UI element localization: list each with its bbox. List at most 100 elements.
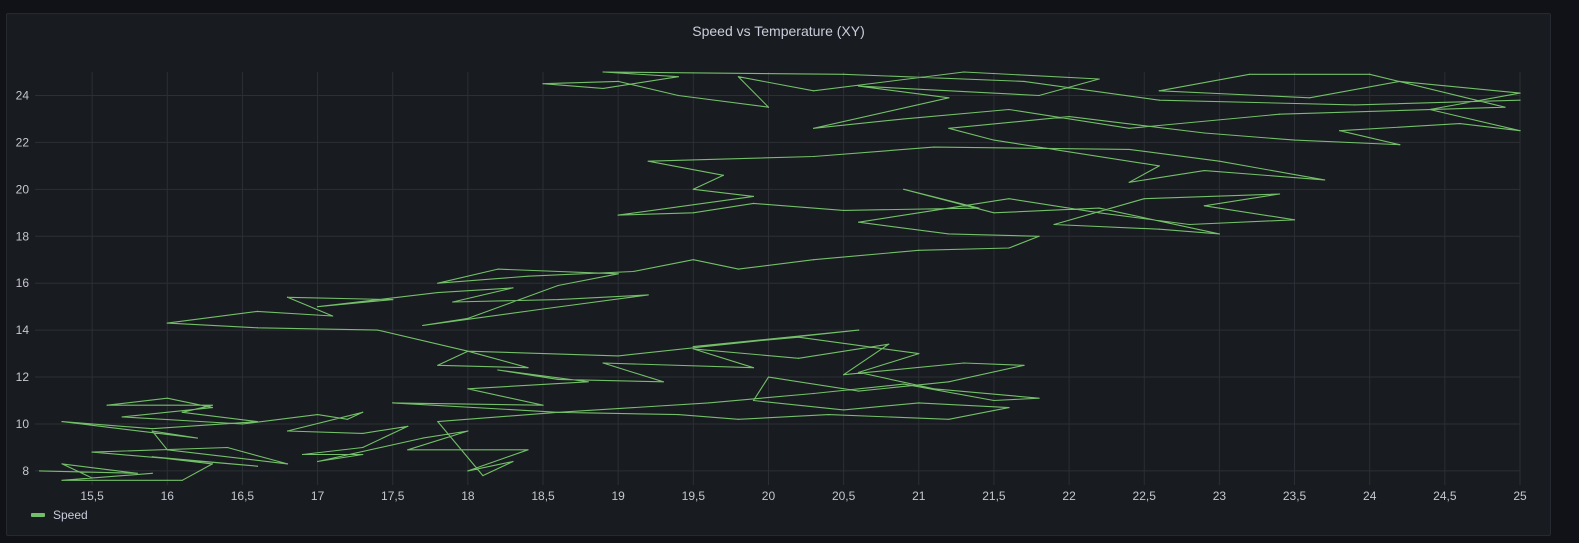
data-point: [602, 87, 604, 90]
data-point: [362, 453, 364, 456]
data-point: [91, 451, 93, 453]
data-point: [647, 160, 649, 162]
data-point: [422, 437, 424, 439]
data-point: [948, 233, 950, 235]
data-point: [692, 212, 694, 214]
data-point: [752, 399, 755, 402]
data-point: [467, 430, 469, 432]
data-point: [557, 411, 559, 413]
data-point: [151, 456, 153, 458]
data-point: [256, 327, 259, 329]
data-point: [437, 282, 439, 284]
grid: [35, 72, 1521, 485]
data-point: [362, 432, 364, 434]
data-point: [767, 106, 770, 108]
data-point: [617, 355, 619, 357]
data-point: [286, 463, 289, 465]
data-point: [1068, 115, 1070, 118]
data-point: [888, 343, 890, 345]
data-point: [963, 362, 965, 364]
data-point: [692, 259, 694, 261]
data-point: [542, 404, 544, 406]
data-point: [617, 273, 619, 275]
data-point: [1023, 80, 1025, 82]
data-point: [286, 430, 289, 432]
data-point: [482, 475, 484, 477]
y-axis: 8 10 12 14 16 18 20 22 24: [16, 88, 30, 477]
data-point: [557, 284, 559, 287]
data-point: [1203, 205, 1205, 207]
data-point: [1218, 160, 1220, 162]
data-point: [106, 404, 108, 406]
data-point: [1248, 73, 1251, 75]
data-point: [211, 406, 213, 409]
data-point: [812, 259, 815, 261]
data-point: [1098, 78, 1100, 80]
data-point: [993, 139, 995, 141]
data-point: [557, 378, 559, 381]
data-point: [918, 402, 920, 404]
data-point: [858, 371, 860, 373]
legend: Speed: [31, 508, 88, 522]
x-axis: 15,5 16 16,5 17 17,5 18 18,5 19 19,5 20 20,5 21 21,5…: [80, 489, 1527, 503]
data-point: [752, 195, 755, 197]
y-tick-label: 8: [22, 464, 29, 478]
data-point: [316, 306, 319, 308]
y-tick-label: 12: [16, 370, 30, 384]
data-point: [166, 449, 168, 451]
x-tick-label: 21: [912, 489, 926, 503]
data-point: [407, 425, 409, 427]
data-point: [316, 460, 319, 463]
data-point: [1143, 198, 1145, 200]
data-point: [993, 212, 995, 214]
data-point: [256, 465, 259, 467]
data-point: [542, 308, 544, 310]
data-point: [677, 414, 679, 416]
data-point: [1158, 99, 1160, 101]
data-point: [211, 404, 213, 406]
data-point: [181, 411, 183, 413]
data-point: [1308, 97, 1311, 99]
data-point: [437, 364, 439, 366]
data-point: [557, 299, 559, 301]
data-point: [692, 188, 694, 190]
data-point: [767, 376, 770, 378]
data-point: [1519, 92, 1521, 94]
data-point: [467, 470, 469, 472]
x-tick-label: 18: [461, 489, 475, 503]
data-point: [1038, 397, 1040, 399]
data-point: [467, 388, 469, 390]
x-tick-label: 16: [161, 489, 175, 503]
data-point: [1354, 104, 1356, 106]
legend-label-speed[interactable]: Speed: [53, 508, 88, 522]
data-point: [1504, 106, 1506, 108]
data-point: [1203, 169, 1205, 172]
data-point: [918, 352, 920, 355]
x-tick-label: 16,5: [231, 489, 255, 503]
data-point: [527, 367, 529, 369]
chart-panel: Speed vs Temperature (XY) 8 10 12 14 16 18 20 2…: [6, 13, 1551, 536]
data-point: [1128, 181, 1130, 183]
data-point: [256, 421, 259, 423]
data-point: [362, 446, 364, 449]
x-tick-label: 15,5: [80, 489, 104, 503]
data-point: [797, 336, 800, 338]
data-point: [467, 350, 469, 352]
series-line-speed[interactable]: [39, 71, 1521, 481]
x-tick-label: 22: [1062, 489, 1076, 503]
data-point: [452, 301, 454, 303]
data-point: [286, 296, 289, 298]
data-point: [1098, 207, 1100, 209]
data-point: [91, 477, 93, 479]
data-point: [166, 397, 168, 399]
data-point: [1128, 148, 1130, 151]
data-point: [1369, 73, 1371, 75]
data-point: [362, 411, 364, 413]
data-point: [542, 83, 544, 85]
data-point: [301, 453, 304, 456]
data-point: [497, 268, 499, 270]
panel-title[interactable]: Speed vs Temperature (XY): [692, 23, 865, 39]
data-point: [858, 329, 860, 331]
data-point: [1008, 108, 1010, 111]
data-point: [617, 214, 619, 216]
